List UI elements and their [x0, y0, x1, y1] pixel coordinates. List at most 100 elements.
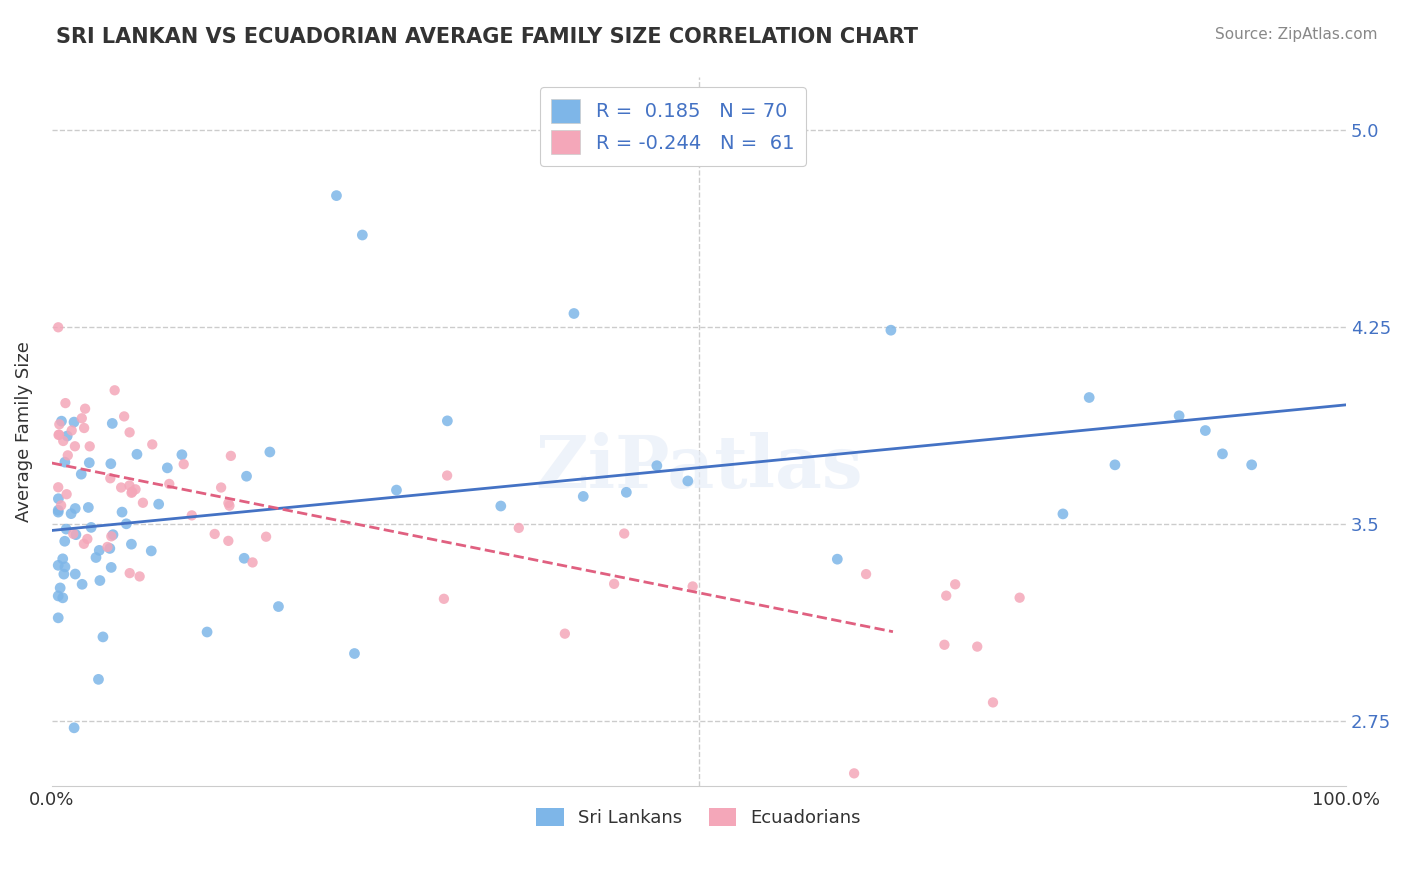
Point [55, 487, 77, 501]
Point [259, 445, 281, 459]
Point [554, 626, 576, 640]
Point [65, 501, 87, 516]
Point [75, 401, 97, 416]
Point [100, 560, 122, 574]
Point [52, 552, 75, 566]
Point [157, 477, 180, 491]
Point [120, 537, 142, 551]
Point [53, 455, 76, 469]
Point [1078, 391, 1101, 405]
Text: ZiPatlas: ZiPatlas [536, 432, 863, 503]
Point [827, 552, 849, 566]
Point [1211, 447, 1233, 461]
Text: Source: ZipAtlas.com: Source: ZipAtlas.com [1215, 27, 1378, 42]
Point [254, 530, 277, 544]
Point [645, 458, 668, 473]
Point [60, 507, 83, 521]
Point [70, 467, 93, 482]
Point [125, 447, 148, 461]
Point [128, 569, 150, 583]
Point [101, 417, 124, 431]
Point [1008, 591, 1031, 605]
Point [46, 589, 69, 603]
Point [981, 695, 1004, 709]
Point [110, 481, 132, 495]
Point [56, 448, 79, 462]
Y-axis label: Average Family Size: Average Family Size [15, 342, 32, 523]
Point [1168, 409, 1191, 423]
Point [65, 527, 87, 541]
Point [121, 484, 143, 499]
Point [53, 534, 76, 549]
Point [49, 499, 72, 513]
Point [100, 457, 122, 471]
Point [352, 227, 374, 242]
Point [195, 625, 218, 640]
Point [55, 396, 77, 410]
Point [70, 577, 93, 591]
Point [141, 437, 163, 451]
Point [170, 448, 193, 462]
Point [79, 439, 101, 453]
Point [682, 579, 704, 593]
Point [121, 485, 143, 500]
Point [46, 611, 69, 625]
Point [267, 599, 290, 614]
Point [204, 527, 226, 541]
Point [966, 640, 988, 654]
Point [173, 457, 195, 471]
Point [76, 532, 98, 546]
Point [79, 456, 101, 470]
Point [87, 673, 110, 687]
Point [101, 527, 124, 541]
Point [489, 499, 512, 513]
Point [436, 468, 458, 483]
Point [98, 471, 121, 485]
Point [46, 503, 69, 517]
Point [842, 766, 865, 780]
Point [219, 449, 242, 463]
Point [325, 188, 347, 202]
Point [89, 574, 111, 588]
Point [52, 591, 75, 605]
Point [112, 409, 135, 424]
Point [855, 567, 877, 582]
Point [118, 566, 141, 581]
Point [63, 439, 86, 453]
Point [218, 499, 240, 513]
Text: SRI LANKAN VS ECUADORIAN AVERAGE FAMILY SIZE CORRELATION CHART: SRI LANKAN VS ECUADORIAN AVERAGE FAMILY … [56, 27, 918, 46]
Point [433, 591, 456, 606]
Point [63, 415, 86, 429]
Legend: Sri Lankans, Ecuadorians: Sri Lankans, Ecuadorians [529, 800, 869, 834]
Point [880, 323, 903, 337]
Point [46, 480, 69, 494]
Point [343, 647, 366, 661]
Point [84, 550, 107, 565]
Point [115, 516, 138, 531]
Point [118, 478, 141, 492]
Point [100, 529, 122, 543]
Point [118, 425, 141, 440]
Point [572, 490, 595, 504]
Point [46, 505, 69, 519]
Point [1104, 458, 1126, 472]
Point [436, 414, 458, 428]
Point [603, 577, 626, 591]
Point [217, 496, 239, 510]
Point [49, 581, 72, 595]
Point [385, 483, 408, 497]
Point [1194, 424, 1216, 438]
Point [614, 485, 637, 500]
Point [943, 577, 966, 591]
Point [1240, 458, 1263, 472]
Point [233, 551, 256, 566]
Point [48, 491, 70, 506]
Point [180, 508, 202, 523]
Point [676, 474, 699, 488]
Point [132, 496, 155, 510]
Point [48, 428, 70, 442]
Point [934, 638, 956, 652]
Point [53, 559, 76, 574]
Point [52, 567, 75, 582]
Point [1052, 507, 1074, 521]
